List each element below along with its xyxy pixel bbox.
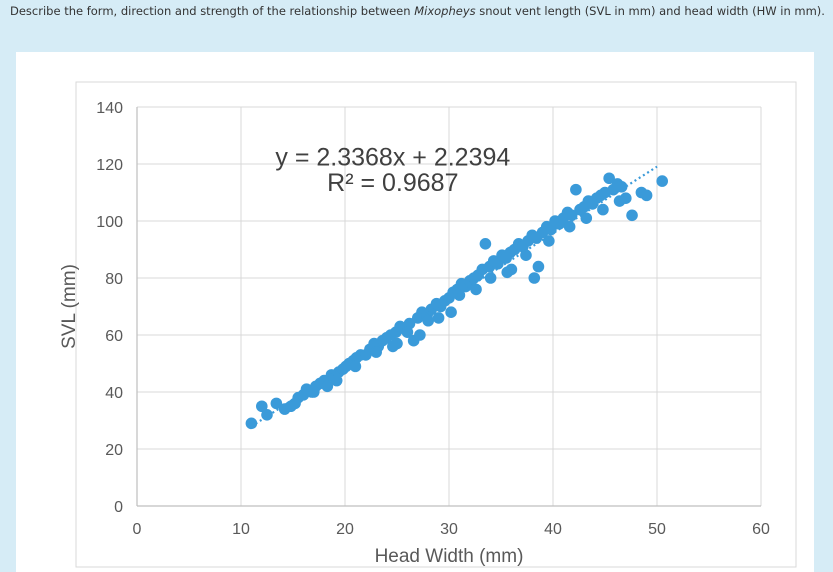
data-point: [470, 283, 482, 296]
trendline-line: [250, 165, 658, 428]
data-point: [349, 360, 362, 373]
data-point: [270, 397, 283, 410]
data-point: [626, 209, 638, 222]
data-point: [308, 386, 320, 398]
data-point: [656, 175, 668, 187]
question-text: Describe the form, direction and strengt…: [10, 0, 825, 22]
data-point: [615, 181, 628, 193]
data-point: [261, 409, 273, 421]
data-point: [245, 417, 258, 430]
data-point: [570, 183, 582, 196]
data-point: [640, 189, 653, 202]
data-points: [245, 172, 668, 430]
x-tick-label: 20: [336, 521, 354, 538]
y-axis-title: SVL (mm): [59, 264, 80, 349]
data-point: [289, 397, 301, 410]
y-tick-label: 140: [96, 100, 123, 117]
y-tick-label: 60: [105, 328, 123, 345]
data-point: [597, 203, 609, 216]
x-tick-label: 60: [752, 521, 770, 538]
question-part2: snout vent length (SVL in mm) and head w…: [475, 4, 825, 18]
data-point: [453, 289, 466, 301]
data-point: [520, 249, 532, 261]
data-point: [613, 195, 626, 207]
data-point: [501, 266, 514, 279]
y-tick-label: 40: [105, 385, 123, 402]
data-point: [563, 220, 576, 233]
y-tick-label: 0: [114, 499, 123, 516]
data-point: [432, 312, 445, 324]
data-point: [543, 235, 555, 247]
trendline-r-squared: R² = 0.9687: [327, 169, 458, 197]
x-tick-label: 30: [440, 521, 458, 538]
question-part1: Describe the form, direction and strengt…: [10, 4, 415, 18]
chart-card: 0 10 20 30 40 50 60 0 20 40 60 80 100 120 140 y = 2.33…: [16, 52, 814, 572]
trendline-equation: y = 2.3368x + 2.2394: [275, 143, 510, 171]
x-tick-label: 0: [133, 521, 142, 538]
x-tick-label: 10: [232, 521, 250, 538]
tick-labels: 0 10 20 30 40 50 60 0 20 40 60 80 100 120 140: [96, 100, 770, 538]
y-tick-label: 100: [96, 214, 123, 231]
data-point: [484, 272, 497, 284]
data-point: [370, 346, 383, 358]
data-point: [321, 380, 334, 393]
y-tick-label: 120: [96, 157, 123, 174]
data-point: [414, 329, 426, 341]
data-point: [422, 314, 435, 327]
species-name: Mixopheys: [414, 4, 476, 18]
data-point: [479, 238, 492, 250]
x-axis-title: Head Width (mm): [375, 546, 524, 567]
x-tick-label: 50: [648, 521, 666, 538]
data-point: [387, 340, 399, 353]
data-point: [565, 209, 578, 222]
data-point: [532, 260, 545, 273]
axes: [136, 107, 761, 507]
y-tick-label: 20: [105, 442, 123, 459]
grid-lines: [137, 106, 762, 506]
data-point: [528, 272, 541, 284]
x-tick-label: 40: [544, 521, 562, 538]
data-point: [603, 172, 615, 185]
scatter-chart: 0 10 20 30 40 50 60 0 20 40 60 80 100 120 140 y = 2.33…: [59, 81, 797, 568]
y-tick-label: 80: [105, 271, 123, 288]
data-point: [580, 212, 593, 224]
data-point: [445, 306, 457, 318]
trendline: [250, 165, 658, 428]
data-point: [330, 374, 343, 387]
data-point: [256, 400, 268, 413]
